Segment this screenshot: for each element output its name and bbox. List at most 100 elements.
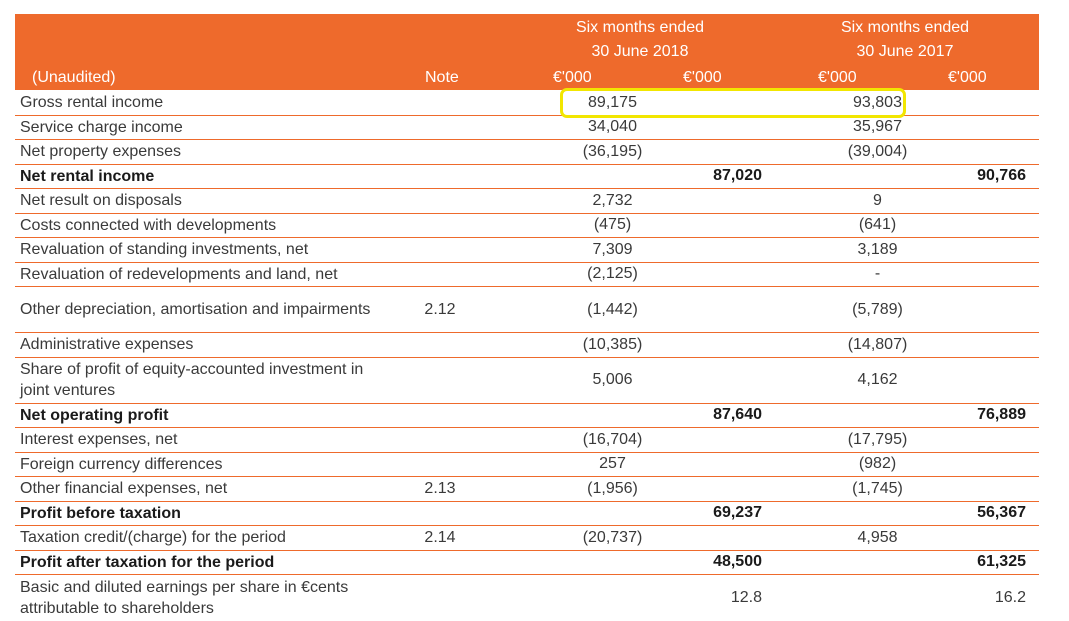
table-row: Gross rental income 89,175 93,803: [15, 91, 1039, 116]
value-2018-detail: 2,732: [592, 191, 633, 209]
row-note: [410, 358, 470, 403]
row-note: [410, 214, 470, 238]
row-note: [410, 428, 470, 452]
row-label: Profit before taxation: [20, 504, 181, 522]
row-note: [410, 165, 470, 189]
value-2017-detail: (641): [858, 216, 897, 234]
table-row: Other financial expenses, net 2.13 (1,956)…: [15, 477, 1039, 502]
row-note: 2.14: [424, 528, 456, 546]
row-note: [410, 502, 470, 526]
table-row: Taxation credit/(charge) for the period 2…: [15, 526, 1039, 551]
table-header: Six months ended 30 June 2018 Six months…: [15, 14, 1039, 90]
value-2017-total: [925, 333, 1026, 357]
row-label: Revaluation of redevelopments and land, …: [20, 265, 338, 283]
value-2017-total: [925, 428, 1026, 452]
period-2018-line1: Six months ended: [575, 19, 705, 36]
currency-header-4: €'000: [948, 69, 987, 86]
value-2018-detail: (475): [593, 216, 632, 234]
row-note: [410, 263, 470, 287]
value-2017-detail: (1,745): [852, 479, 903, 497]
row-note: [410, 116, 470, 140]
value-2018-detail: (1,956): [587, 479, 638, 497]
value-2017-total: [925, 526, 1026, 550]
row-label: Net property expenses: [20, 143, 181, 161]
row-label: Revaluation of standing investments, net: [20, 241, 309, 259]
value-2018-total: [655, 214, 762, 238]
value-2018-total: [655, 428, 762, 452]
table-row: Administrative expenses (10,385) (14,807): [15, 333, 1039, 358]
row-label: Other depreciation, amortisation and imp…: [20, 301, 371, 318]
row-note: [410, 140, 470, 164]
value-2017-detail: [820, 502, 935, 526]
value-2018-detail: [555, 575, 670, 621]
value-2017-total: [925, 477, 1026, 501]
value-2017-total: [925, 238, 1026, 262]
row-label: Other financial expenses, net: [20, 480, 228, 498]
row-label: Profit after taxation for the period: [20, 553, 275, 571]
table-row: Costs connected with developments (475) (6…: [15, 214, 1039, 238]
row-label: Net result on disposals: [20, 192, 182, 210]
row-label: Service charge income: [20, 118, 183, 136]
row-note: [410, 333, 470, 357]
row-label: Administrative expenses: [20, 336, 194, 354]
row-note: [410, 575, 470, 621]
value-2017-detail: [820, 165, 935, 189]
period-2017-line2: 30 June 2017: [856, 43, 954, 60]
currency-header-3: €'000: [818, 69, 857, 86]
row-label: Foreign currency differences: [20, 455, 223, 473]
value-2018-total: [655, 526, 762, 550]
table-row: Basic and diluted earnings per share in …: [15, 575, 1039, 621]
table-row: Revaluation of standing investments, net…: [15, 238, 1039, 263]
currency-header-1: €'000: [553, 69, 592, 86]
currency-header-2: €'000: [683, 69, 722, 86]
row-note: 2.12: [424, 300, 456, 318]
row-note: [410, 551, 470, 575]
table-row: Service charge income 34,040 35,967: [15, 116, 1039, 140]
value-2018-total: 12.8: [730, 589, 762, 606]
table-row: Other depreciation, amortisation and imp…: [15, 287, 1039, 333]
value-2018-detail: (1,442): [587, 300, 638, 318]
table-row: Revaluation of redevelopments and land, …: [15, 263, 1039, 287]
row-note: 2.13: [424, 479, 456, 497]
value-2017-total: [925, 453, 1026, 477]
table-row: Profit before taxation 69,237 56,367: [15, 502, 1039, 526]
value-2018-detail: 5,006: [592, 371, 633, 388]
table-row: Net result on disposals 2,732 9: [15, 189, 1039, 214]
value-2018-detail: 257: [599, 455, 626, 473]
row-note: [410, 91, 470, 115]
value-2017-detail: -: [874, 265, 881, 283]
value-2018-total: [655, 189, 762, 213]
value-2018-total: [655, 238, 762, 262]
table-row: Net rental income 87,020 90,766: [15, 165, 1039, 189]
value-2018-total: 69,237: [713, 504, 762, 522]
value-2017-total: [925, 116, 1026, 140]
value-2018-detail: (20,737): [582, 528, 643, 546]
value-2017-detail: (5,789): [852, 300, 903, 318]
value-2018-total: [655, 287, 762, 332]
value-2017-total: 16.2: [994, 589, 1026, 606]
row-label: Costs connected with developments: [20, 216, 277, 234]
value-2018-total: [655, 263, 762, 287]
value-2018-detail: (36,195): [582, 142, 643, 160]
value-2017-total: 76,889: [977, 406, 1026, 424]
value-2017-detail: (14,807): [847, 335, 908, 353]
value-2018-detail: [555, 502, 670, 526]
value-2018-detail: (16,704): [582, 430, 643, 448]
value-2017-detail: 4,958: [857, 528, 898, 546]
value-2017-total: [925, 214, 1026, 238]
row-note: [410, 453, 470, 477]
period-2017-line1: Six months ended: [840, 19, 970, 36]
income-statement-table: Gross rental income 89,175 93,803 Service c…: [15, 91, 1039, 621]
row-label: Share of profit of equity-accounted inve…: [20, 361, 364, 399]
value-2018-total: [655, 140, 762, 164]
table-row: Net property expenses (36,195) (39,004): [15, 140, 1039, 165]
row-note: [410, 404, 470, 428]
unaudited-label: (Unaudited): [32, 69, 116, 86]
row-note: [410, 238, 470, 262]
value-2017-total: [925, 358, 1026, 403]
value-2018-total: [655, 358, 762, 403]
value-2017-detail: [820, 575, 935, 621]
row-label: Basic and diluted earnings per share in …: [20, 579, 349, 617]
row-label: Net operating profit: [20, 406, 169, 424]
value-2018-detail: 7,309: [592, 240, 633, 258]
